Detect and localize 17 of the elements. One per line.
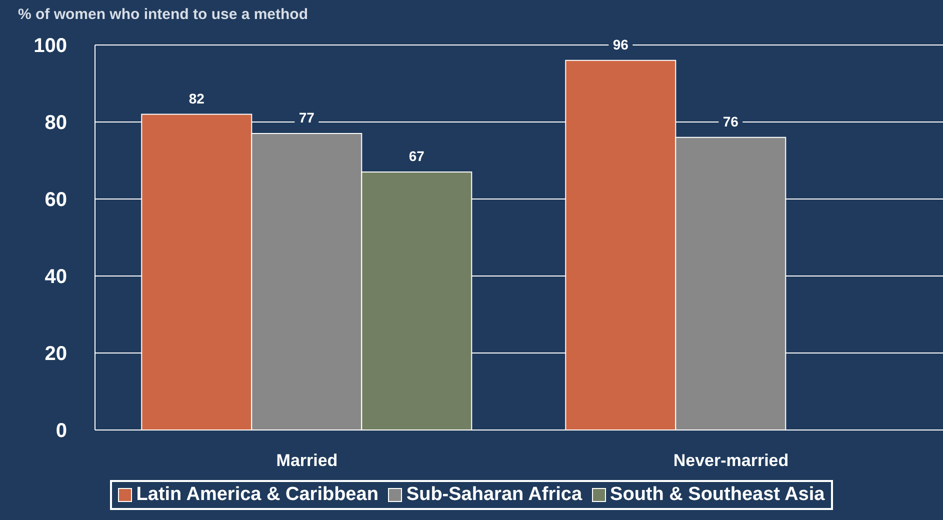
y-tick-label: 0 (56, 420, 67, 442)
data-label: 76 (722, 113, 739, 130)
y-tick-label: 60 (44, 189, 67, 212)
y-tick-label: 40 (44, 266, 67, 288)
legend-label: Latin America & Caribbean (135, 484, 378, 506)
y-tick-label: 100 (34, 35, 67, 58)
x-tick-label: Married (276, 451, 338, 470)
x-tick-label: Never-married (673, 451, 789, 470)
data-label: 82 (188, 90, 205, 106)
legend-label: South & Southeast Asia (609, 484, 825, 506)
data-label: 67 (408, 148, 425, 164)
data-label: 96 (612, 36, 629, 52)
y-tick-label: 80 (44, 112, 67, 134)
data-label: 77 (298, 110, 315, 126)
legend-label: Sub-Saharan Africa (405, 484, 582, 506)
y-tick-label: 20 (44, 343, 67, 366)
y-axis-title: % of women who intend to use a method (18, 6, 308, 23)
